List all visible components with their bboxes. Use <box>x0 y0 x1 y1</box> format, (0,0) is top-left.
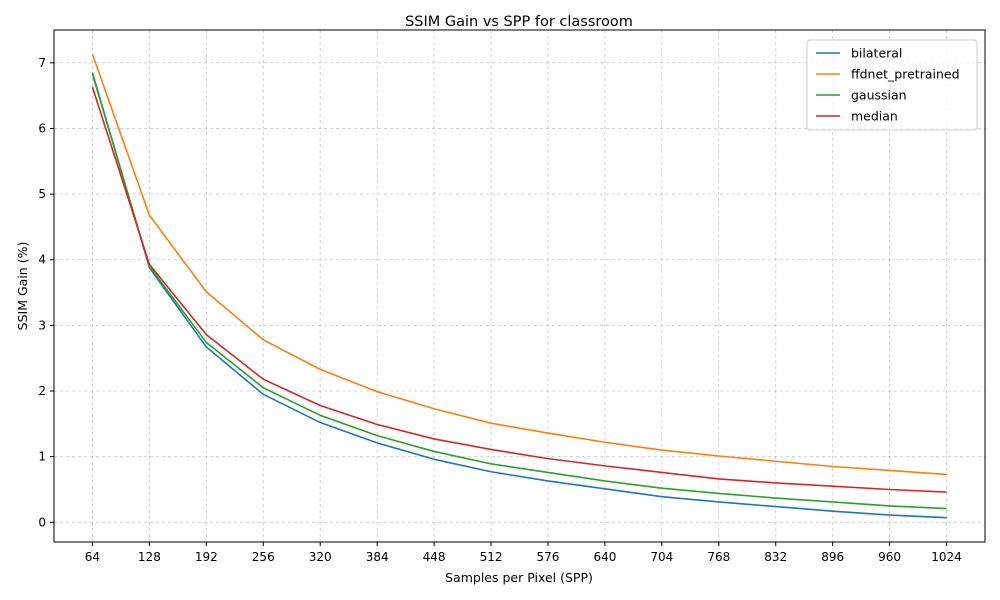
series-line-ffdnet-pretrained <box>91 54 947 476</box>
x-tick-label: 64 <box>85 550 100 564</box>
x-tick-label: 448 <box>423 550 446 564</box>
x-tick-label: 256 <box>252 550 275 564</box>
x-tick-label: 896 <box>821 550 844 564</box>
x-tick-label: 320 <box>309 550 332 564</box>
plot-frame <box>53 29 986 543</box>
y-tick-label: 5 <box>38 187 46 201</box>
series-lines <box>91 54 947 519</box>
series-line-gaussian <box>91 73 947 510</box>
y-tick-label: 7 <box>38 56 46 70</box>
y-tick-label: 6 <box>38 121 46 135</box>
y-tick-label: 2 <box>38 384 46 398</box>
x-tick-label: 960 <box>878 550 901 564</box>
chart-title: SSIM Gain vs SPP for classroom <box>405 14 633 30</box>
x-tick-label: 576 <box>537 550 560 564</box>
y-tick-label: 0 <box>38 515 46 529</box>
x-tick-label: 512 <box>480 550 503 564</box>
legend: bilateral ffdnet_pretrained gaussian median <box>806 39 978 131</box>
series-line-bilateral <box>91 72 947 519</box>
x-tick-label: 128 <box>138 550 161 564</box>
x-tick-label: 640 <box>593 550 616 564</box>
x-tick-label: 384 <box>366 550 389 564</box>
x-axis-label: Samples per Pixel (SPP) <box>445 570 593 585</box>
legend-label-ffdnet-pretrained: ffdnet_pretrained <box>851 67 960 82</box>
x-tick-label: 1024 <box>931 550 962 564</box>
legend-label-bilateral: bilateral <box>851 46 902 61</box>
y-axis-ticks: 0 1 2 3 4 5 6 7 <box>38 56 54 529</box>
series-line-median <box>91 86 947 493</box>
x-tick-label: 768 <box>707 550 730 564</box>
y-tick-label: 1 <box>38 450 46 464</box>
x-axis-ticks: 64 128 192 256 320 384 448 512 576 640 704 768 832 89… <box>85 542 962 564</box>
x-tick-label: 192 <box>195 550 218 564</box>
legend-label-gaussian: gaussian <box>851 88 907 103</box>
legend-label-median: median <box>851 109 898 124</box>
y-axis-label: SSIM Gain (%) <box>15 242 30 331</box>
y-tick-label: 3 <box>38 318 46 332</box>
x-tick-label: 704 <box>650 550 673 564</box>
y-tick-label: 4 <box>38 253 46 267</box>
x-tick-label: 832 <box>764 550 787 564</box>
legend-box <box>806 39 978 131</box>
